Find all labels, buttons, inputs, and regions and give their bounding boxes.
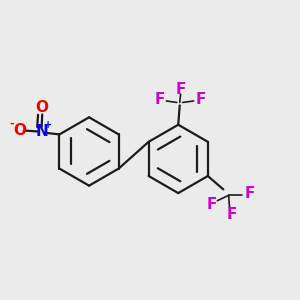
Text: -: - [9,119,14,129]
Text: F: F [154,92,165,107]
Text: F: F [226,207,237,222]
Text: +: + [44,120,52,130]
Text: F: F [176,82,186,98]
Text: F: F [195,92,206,107]
Text: N: N [35,124,48,139]
Text: F: F [244,186,255,201]
Text: F: F [206,197,217,212]
Text: O: O [13,123,26,138]
Text: O: O [36,100,49,115]
